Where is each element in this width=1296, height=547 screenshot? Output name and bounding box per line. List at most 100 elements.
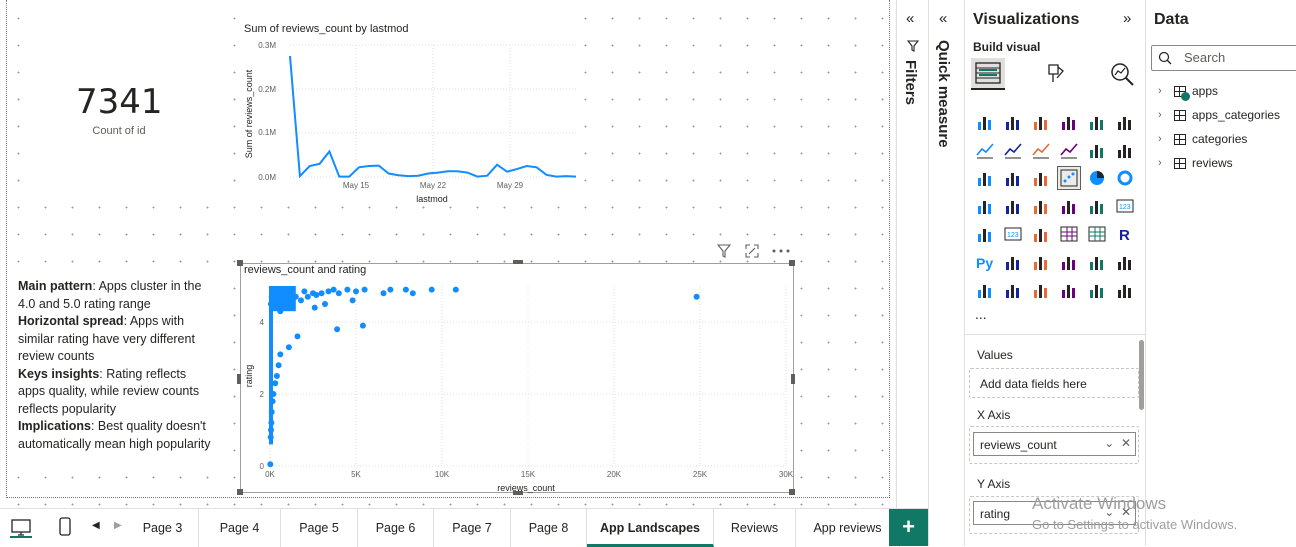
- clustered-bar-visual-icon[interactable]: [1029, 110, 1053, 134]
- data-table-name: apps: [1192, 84, 1218, 98]
- narrative-visual-icon[interactable]: [1085, 250, 1109, 274]
- scatter-point: [270, 391, 276, 397]
- page-tab[interactable]: Reviews: [714, 509, 796, 547]
- line-chart-plot: 0.3M 0.2M 0.1M 0.0M May 15 May 22 May 29…: [238, 36, 584, 208]
- page-tab[interactable]: Page 5: [281, 509, 358, 547]
- page-tab[interactable]: Page 7: [434, 509, 511, 547]
- filled-map-visual-icon[interactable]: [1029, 194, 1053, 218]
- qa-visual-icon[interactable]: [1057, 250, 1081, 274]
- page-tab[interactable]: Page 6: [358, 509, 434, 547]
- build-visual-mode-button[interactable]: [971, 58, 1005, 90]
- python-visual-icon[interactable]: Py: [973, 250, 997, 274]
- scatter-point: [453, 287, 459, 293]
- data-search-input[interactable]: Search: [1151, 45, 1296, 71]
- stacked-area-visual-icon[interactable]: [1029, 138, 1053, 162]
- map-visual-icon[interactable]: [1001, 194, 1025, 218]
- power-automate-visual-icon[interactable]: [1029, 278, 1053, 302]
- table-visual-icon[interactable]: [1057, 222, 1081, 246]
- slicer-visual-icon[interactable]: [1029, 222, 1053, 246]
- mobile-layout-icon[interactable]: [58, 517, 72, 537]
- metrics-visual-icon[interactable]: [1057, 278, 1081, 302]
- power-apps-visual-icon[interactable]: [1001, 278, 1025, 302]
- data-table-item[interactable]: › apps: [1158, 84, 1218, 98]
- line-column-visual-icon[interactable]: [1085, 138, 1109, 162]
- page-tab[interactable]: App reviews: [796, 509, 900, 547]
- next-page-icon[interactable]: ▶: [114, 520, 122, 531]
- page-tab[interactable]: App Landscapes: [587, 509, 714, 547]
- more-visuals-button[interactable]: ...: [975, 306, 987, 322]
- data-table-item[interactable]: › apps_categories: [1158, 108, 1280, 122]
- filter-icon[interactable]: [717, 244, 731, 258]
- check-badge-icon: [1181, 92, 1190, 101]
- report-canvas[interactable]: 7341 Count of id Sum of reviews_count by…: [0, 0, 896, 508]
- multi-row-card-visual-icon[interactable]: [973, 222, 997, 246]
- prev-page-icon[interactable]: ◀: [92, 520, 100, 531]
- filters-pane-collapsed[interactable]: « Filters: [896, 0, 928, 508]
- scrollbar[interactable]: [1139, 340, 1144, 410]
- data-table-item[interactable]: › categories: [1158, 132, 1247, 146]
- kpi-visual-icon[interactable]: 123: [1001, 222, 1025, 246]
- chevron-right-icon[interactable]: ›: [1158, 133, 1170, 145]
- azure-map-visual-icon[interactable]: [1057, 194, 1081, 218]
- x-tick-label: 30K: [779, 470, 794, 479]
- page-tab[interactable]: Page 8: [511, 509, 587, 547]
- chevron-down-icon[interactable]: ⌄: [1104, 436, 1114, 450]
- double-chevron-left-icon[interactable]: «: [939, 10, 947, 27]
- double-chevron-right-icon[interactable]: »: [1123, 10, 1131, 27]
- add-page-button[interactable]: +: [889, 509, 928, 546]
- narrative-text: Main pattern: Apps cluster in the 4.0 an…: [18, 278, 214, 453]
- r-script-visual-icon[interactable]: R: [1113, 222, 1137, 246]
- quick-measure-pane-collapsed[interactable]: « Quick measure: [928, 0, 964, 546]
- gauge-visual-icon[interactable]: [1085, 194, 1109, 218]
- area-visual-icon[interactable]: [1001, 138, 1025, 162]
- chevron-right-icon[interactable]: ›: [1158, 85, 1170, 97]
- stacked-column-visual-icon[interactable]: [1001, 110, 1025, 134]
- smart-narrative-visual-icon[interactable]: [1085, 278, 1109, 302]
- data-table-item[interactable]: › reviews: [1158, 156, 1233, 170]
- double-chevron-left-icon[interactable]: «: [906, 10, 914, 27]
- values-field-well[interactable]: Add data fields here: [969, 368, 1139, 398]
- resize-handle[interactable]: [513, 260, 523, 264]
- more-options-icon[interactable]: [772, 249, 790, 253]
- 100-area-visual-icon[interactable]: [1057, 138, 1081, 162]
- chevron-right-icon[interactable]: ›: [1158, 157, 1170, 169]
- x-axis-field-chip[interactable]: reviews_count ⌄ ✕: [973, 432, 1136, 456]
- ribbon-visual-icon[interactable]: [973, 166, 997, 190]
- divider: [965, 334, 1146, 335]
- analytics-mode-button[interactable]: [1105, 58, 1139, 90]
- clustered-column-visual-icon[interactable]: [1057, 110, 1081, 134]
- line-visual-icon[interactable]: [973, 138, 997, 162]
- line-clustered-visual-icon[interactable]: [1113, 138, 1137, 162]
- format-visual-mode-button[interactable]: [1039, 58, 1073, 90]
- stacked-bar-visual-icon[interactable]: [973, 110, 997, 134]
- scatter-point: [310, 290, 316, 296]
- line-series: [290, 56, 576, 177]
- goals-visual-icon[interactable]: [1113, 250, 1137, 274]
- x-tick-label: 25K: [693, 470, 708, 479]
- matrix-visual-icon[interactable]: [1085, 222, 1109, 246]
- key-influencers-visual-icon[interactable]: [1001, 250, 1025, 274]
- close-icon[interactable]: ✕: [1121, 436, 1131, 450]
- scatter-chart-plot: 0 2 4 0K 5K 10K 15K 20K 25K 30K reviews_count …: [240, 276, 794, 494]
- desktop-layout-icon[interactable]: [10, 518, 32, 538]
- funnel-visual-icon[interactable]: [1029, 166, 1053, 190]
- scatter-visual-icon[interactable]: [1057, 166, 1081, 190]
- 100-bar-visual-icon[interactable]: [1085, 110, 1109, 134]
- decomposition-tree-visual-icon[interactable]: [1029, 250, 1053, 274]
- data-table-name: apps_categories: [1192, 108, 1280, 122]
- chevron-right-icon[interactable]: ›: [1158, 109, 1170, 121]
- resize-handle[interactable]: [237, 260, 243, 266]
- card-visual-icon[interactable]: 123: [1113, 194, 1137, 218]
- 100-column-visual-icon[interactable]: [1113, 110, 1137, 134]
- pie-visual-icon[interactable]: [1085, 166, 1109, 190]
- treemap-visual-icon[interactable]: [973, 194, 997, 218]
- y-tick-label: 0: [260, 462, 265, 471]
- waterfall-visual-icon[interactable]: [1001, 166, 1025, 190]
- page-tab[interactable]: Page 4: [199, 509, 281, 547]
- resize-handle[interactable]: [789, 260, 795, 266]
- page-tab[interactable]: Page 3: [127, 509, 199, 547]
- donut-visual-icon[interactable]: [1113, 166, 1137, 190]
- more-visual-icon[interactable]: [1113, 278, 1137, 302]
- paginated-visual-icon[interactable]: [973, 278, 997, 302]
- focus-mode-icon[interactable]: [745, 244, 759, 258]
